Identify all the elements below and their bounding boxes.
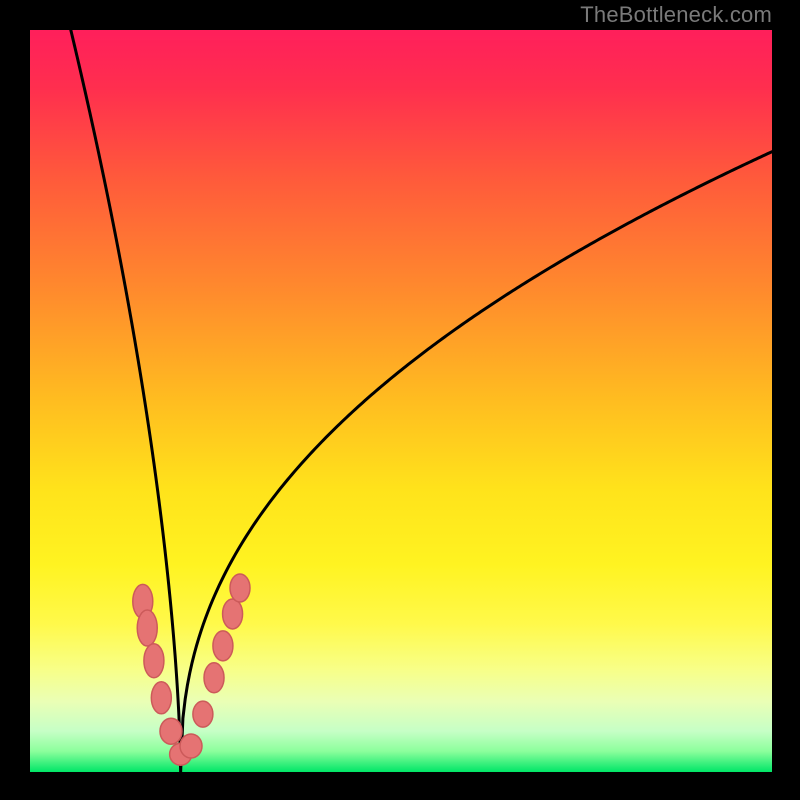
data-marker xyxy=(193,701,213,727)
bottleneck-curve xyxy=(71,30,772,772)
data-marker xyxy=(151,682,171,714)
data-marker xyxy=(213,631,233,661)
chart-frame: TheBottleneck.com xyxy=(0,0,800,800)
watermark-text: TheBottleneck.com xyxy=(580,2,772,28)
plot-area xyxy=(30,30,772,772)
data-marker xyxy=(180,734,202,758)
data-marker xyxy=(160,718,182,744)
data-marker xyxy=(204,663,224,693)
data-marker xyxy=(137,610,157,646)
data-marker xyxy=(144,644,164,678)
data-marker xyxy=(223,599,243,629)
data-marker xyxy=(230,574,250,602)
curve-layer xyxy=(30,30,772,772)
